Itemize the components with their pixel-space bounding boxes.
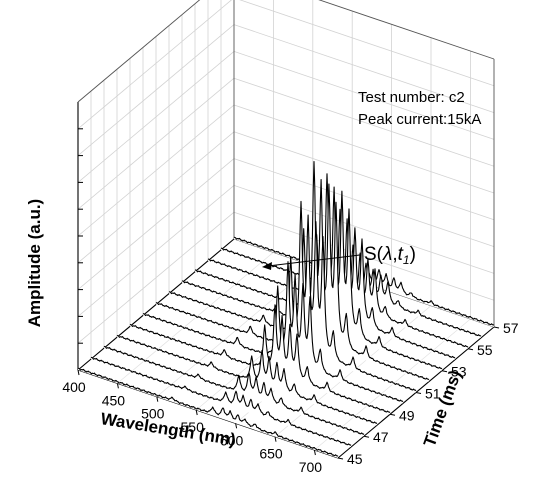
grid-line xyxy=(239,0,495,87)
y-tick-mark xyxy=(467,348,474,351)
grid-line xyxy=(77,24,235,156)
grid-line xyxy=(77,158,235,290)
y-tick-label: 45 xyxy=(347,451,363,467)
series-line-46 xyxy=(90,356,352,446)
grid-line xyxy=(77,131,235,264)
marker-label-sep: , xyxy=(392,244,397,265)
tick-labels: 400 450 500 550 600 650 700 45 47 49 51 53 55 57 xyxy=(62,320,518,475)
series-line-47 xyxy=(103,345,365,435)
x-tick-label: 600 xyxy=(220,432,244,448)
y-tick-mark xyxy=(493,326,500,329)
marker-label-sub: 1 xyxy=(403,253,410,267)
marker-arrow-head xyxy=(262,262,272,270)
marker-label-symbol: λ xyxy=(382,244,392,265)
x-tick-mark xyxy=(116,383,119,389)
grid-line xyxy=(77,0,233,130)
x-tick-label: 650 xyxy=(259,446,283,462)
y-tick-mark xyxy=(337,457,344,460)
y-tick-label: 51 xyxy=(425,386,441,402)
y-tick-label: 49 xyxy=(399,407,415,423)
series-line-45 xyxy=(77,367,339,457)
annotation-line-1: Test number: c2 xyxy=(358,89,465,106)
x-tick-mark xyxy=(274,436,277,442)
x-tick-mark xyxy=(77,369,80,376)
marker-label: S(λ,t1) xyxy=(364,244,416,267)
x-tick-label: 400 xyxy=(62,379,86,395)
series-layer xyxy=(77,161,495,458)
frame-edge xyxy=(318,0,495,60)
y-tick-mark xyxy=(389,413,396,416)
y-tick-label: 57 xyxy=(503,320,519,336)
frame-edge xyxy=(77,0,201,103)
x-tick-mark xyxy=(313,449,316,456)
y-tick-mark xyxy=(363,435,370,438)
grid-line xyxy=(233,77,495,167)
x-tick-mark xyxy=(235,423,238,429)
annotation-line-2: Peak current:15kA xyxy=(358,111,481,128)
grid-line xyxy=(233,104,495,194)
x-tick-label: 550 xyxy=(181,419,205,435)
grid-line xyxy=(77,104,235,237)
y-tick-mark xyxy=(441,370,448,373)
grid-line xyxy=(233,211,495,301)
marker-label-t: t xyxy=(398,244,404,265)
x-tick-label: 450 xyxy=(102,392,126,408)
grid-line xyxy=(77,211,235,344)
x-tick-label: 700 xyxy=(299,459,323,475)
x-tick-mark xyxy=(195,409,198,416)
z-axis-title: Amplitude (a.u.) xyxy=(25,199,44,327)
grid-line xyxy=(233,51,495,140)
grid-line xyxy=(233,24,495,113)
y-tick-label: 53 xyxy=(451,364,467,380)
marker-arrow-line xyxy=(267,254,361,267)
grid-line xyxy=(233,185,495,274)
grid-line xyxy=(77,77,235,210)
grid-line xyxy=(77,51,235,183)
x-tick-label: 500 xyxy=(141,406,165,422)
series-line-48 xyxy=(116,334,378,425)
grid-line xyxy=(77,185,235,317)
y-tick-mark xyxy=(415,392,422,394)
x-tick-mark xyxy=(156,396,159,402)
y-tick-label: 55 xyxy=(477,342,493,358)
marker-label-prefix: S( xyxy=(364,244,384,265)
grid-line xyxy=(233,131,495,221)
y-tick-label: 47 xyxy=(373,429,389,445)
marker-label-suffix: ) xyxy=(410,244,416,265)
grid-line xyxy=(233,158,495,247)
